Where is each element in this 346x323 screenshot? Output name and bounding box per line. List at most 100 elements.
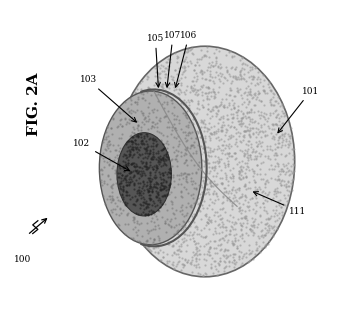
Point (136, 192, 142, 197)
Point (212, 63, 218, 68)
Point (160, 132, 165, 138)
Point (130, 152, 136, 158)
Point (164, 125, 170, 130)
Point (283, 136, 288, 141)
Point (194, 246, 200, 251)
Point (215, 64, 221, 69)
Point (124, 193, 130, 198)
Point (168, 175, 173, 180)
Point (209, 131, 215, 137)
Point (237, 170, 242, 175)
Point (210, 232, 216, 237)
Point (246, 252, 252, 257)
Point (255, 126, 261, 131)
Point (109, 185, 115, 191)
Point (242, 193, 248, 198)
Point (156, 149, 161, 154)
Point (124, 182, 129, 188)
Point (207, 238, 213, 243)
Point (128, 162, 134, 167)
Point (268, 89, 274, 94)
Point (134, 145, 139, 150)
Point (276, 161, 281, 166)
Point (268, 162, 274, 167)
Point (206, 187, 211, 192)
Point (240, 60, 246, 65)
Point (148, 184, 154, 189)
Point (161, 161, 167, 166)
Point (148, 86, 153, 91)
Point (237, 195, 243, 200)
Point (230, 196, 236, 201)
Point (155, 142, 160, 147)
Point (183, 55, 189, 60)
Point (103, 134, 109, 140)
Point (164, 207, 170, 212)
Point (229, 171, 235, 176)
Point (225, 151, 230, 157)
Point (189, 98, 195, 103)
Point (144, 89, 149, 95)
Point (236, 74, 241, 79)
Point (155, 216, 160, 222)
Point (173, 153, 179, 158)
Point (183, 175, 189, 180)
Point (185, 132, 191, 137)
Point (237, 172, 242, 177)
Point (276, 118, 281, 123)
Point (233, 259, 238, 265)
Point (229, 64, 235, 69)
Point (173, 127, 179, 132)
Point (225, 217, 230, 222)
Point (240, 176, 246, 181)
Point (162, 186, 167, 191)
Point (234, 127, 239, 132)
Point (99, 171, 105, 176)
Point (124, 173, 129, 179)
Point (135, 227, 140, 233)
Point (255, 144, 260, 149)
Point (207, 137, 213, 142)
Point (164, 188, 169, 193)
Point (288, 163, 294, 168)
Point (147, 170, 153, 175)
Point (272, 156, 277, 161)
Point (184, 180, 190, 185)
Point (190, 143, 196, 148)
Point (202, 181, 207, 186)
Point (150, 226, 156, 231)
Point (125, 160, 131, 165)
Point (279, 166, 285, 172)
Point (138, 211, 144, 216)
Point (131, 237, 137, 242)
Point (258, 176, 264, 181)
Point (196, 91, 201, 97)
Point (161, 172, 166, 177)
Point (127, 151, 133, 156)
Point (203, 160, 209, 165)
Point (160, 146, 165, 151)
Point (169, 124, 175, 130)
Point (124, 183, 130, 188)
Point (254, 77, 259, 82)
Point (263, 153, 268, 159)
Point (263, 128, 268, 133)
Point (254, 65, 259, 70)
Point (153, 92, 158, 97)
Point (133, 230, 138, 235)
Point (153, 224, 158, 229)
Point (233, 74, 238, 79)
Point (135, 181, 141, 186)
Point (198, 227, 203, 232)
Point (196, 257, 202, 262)
Point (242, 90, 247, 95)
Point (165, 91, 171, 96)
Point (189, 213, 195, 218)
Point (158, 138, 164, 143)
Point (196, 130, 201, 135)
Point (189, 260, 194, 265)
Point (249, 196, 255, 201)
Point (246, 131, 252, 136)
Point (257, 243, 262, 248)
Point (231, 258, 236, 263)
